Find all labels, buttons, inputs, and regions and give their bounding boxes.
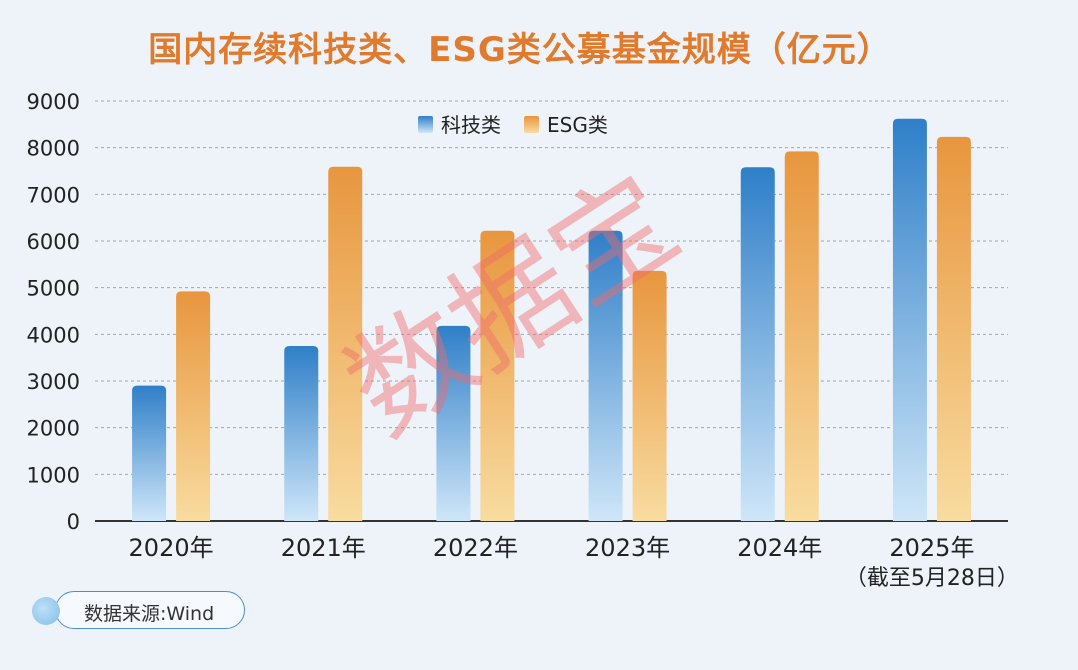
y-tick-label: 4000 — [27, 323, 80, 347]
source-label: 数据来源:Wind — [84, 603, 215, 625]
x-tick-label: 2020年 — [129, 534, 214, 562]
bar-esg-1 — [328, 166, 363, 522]
bar-tech-3 — [588, 230, 623, 521]
y-tick-label: 2000 — [27, 417, 80, 441]
bar-tech-4 — [740, 167, 775, 521]
source-dot-icon — [32, 597, 60, 625]
legend-label-tech: 科技类 — [441, 113, 501, 137]
y-tick-label: 9000 — [27, 90, 80, 114]
y-tick-label: 8000 — [27, 137, 80, 161]
source-box — [55, 591, 245, 629]
y-tick-label: 6000 — [27, 230, 80, 254]
bar-esg-0 — [176, 291, 211, 521]
x-axis: 2020年 2021年 2022年 2023年 2024年 2025年 （截至5月28日） — [129, 534, 1019, 591]
bar-tech-1 — [284, 346, 319, 521]
bar-esg-2 — [480, 230, 515, 521]
x-tick-label: 2021年 — [281, 534, 366, 562]
y-tick-label: 3000 — [27, 370, 80, 394]
y-tick-label: 7000 — [27, 183, 80, 207]
x-tick-label: 2022年 — [433, 534, 518, 562]
legend-swatch-tech — [418, 116, 433, 133]
bar-esg-4 — [784, 151, 819, 521]
bar-esg-5 — [936, 136, 971, 521]
x-tick-sublabel: （截至5月28日） — [845, 566, 1019, 591]
x-tick-label: 2024年 — [737, 534, 822, 562]
x-tick-label: 2023年 — [585, 534, 670, 562]
y-tick-label: 1000 — [27, 463, 80, 487]
x-tick-label: 2025年 — [889, 534, 974, 562]
legend-swatch-esg — [524, 116, 539, 133]
bars — [132, 118, 971, 522]
bar-tech-5 — [892, 118, 927, 521]
bar-tech-2 — [436, 325, 471, 521]
y-axis: 0 1000 2000 3000 4000 5000 6000 7000 8000 9000 — [27, 90, 1008, 534]
y-tick-label: 0 — [67, 510, 80, 534]
legend-label-esg: ESG类 — [547, 113, 608, 137]
grid-lines — [95, 100, 1008, 475]
legend: 科技类 ESG类 — [418, 113, 608, 137]
bar-esg-3 — [632, 270, 667, 521]
chart-title: 国内存续科技类、ESG类公募基金规模（亿元） — [148, 30, 892, 70]
y-tick-label: 5000 — [27, 277, 80, 301]
bar-tech-0 — [132, 385, 167, 521]
